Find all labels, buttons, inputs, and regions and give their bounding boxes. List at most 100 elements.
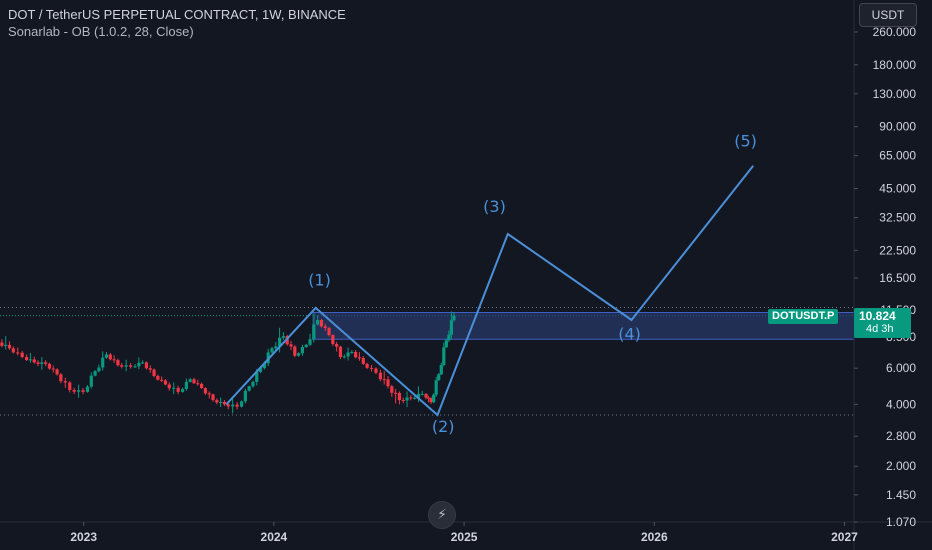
y-tick-label: 2.000 bbox=[886, 459, 916, 473]
candle-body bbox=[319, 319, 324, 327]
candle-body bbox=[323, 326, 327, 329]
candle-body bbox=[124, 365, 128, 367]
y-tick-label: 130.000 bbox=[873, 87, 917, 101]
candle-body bbox=[255, 371, 259, 382]
y-tick-label: 6.000 bbox=[886, 361, 916, 375]
candle-body bbox=[331, 335, 335, 345]
candle-body bbox=[77, 390, 81, 392]
y-tick-label: 45.000 bbox=[879, 181, 916, 195]
candle-body bbox=[316, 319, 320, 325]
candle-body bbox=[300, 347, 305, 354]
candle-body bbox=[327, 328, 331, 336]
candle-body bbox=[93, 371, 97, 376]
candle-body bbox=[59, 374, 63, 382]
candle-body bbox=[104, 354, 109, 358]
candle-body bbox=[172, 387, 176, 389]
candle-body bbox=[180, 388, 185, 392]
candle-body bbox=[304, 344, 308, 348]
x-tick-label: 2023 bbox=[70, 530, 97, 544]
candle-body bbox=[32, 359, 36, 363]
candle-body bbox=[207, 393, 211, 395]
candle-body bbox=[382, 379, 386, 381]
candle-body bbox=[424, 393, 428, 398]
candle-body bbox=[452, 315, 456, 321]
candle-body bbox=[203, 388, 208, 394]
order-block-zone bbox=[311, 312, 855, 340]
candle-body bbox=[444, 340, 448, 348]
candle-body bbox=[289, 344, 293, 347]
candle-body bbox=[401, 400, 405, 402]
elliott-wave-layer: (1) (2) (3) (4) (5) bbox=[225, 132, 757, 436]
candle-body bbox=[394, 392, 398, 394]
y-tick-label: 180.000 bbox=[873, 58, 917, 72]
candle-body bbox=[416, 393, 421, 398]
candle-body bbox=[163, 380, 168, 385]
x-tick-label: 2025 bbox=[451, 530, 478, 544]
candle-body bbox=[361, 358, 365, 364]
candle-body bbox=[25, 357, 29, 360]
candle-body bbox=[160, 379, 164, 381]
chart-header: DOT / TetherUS PERPETUAL CONTRACT, 1W, B… bbox=[8, 6, 346, 40]
candle-body bbox=[0, 342, 4, 346]
candle-body bbox=[447, 334, 451, 341]
candle-body bbox=[176, 387, 180, 392]
last-price-value: 10.824 bbox=[859, 309, 896, 323]
candle-body bbox=[247, 386, 251, 391]
candle-body bbox=[312, 324, 316, 340]
candle-body bbox=[196, 383, 200, 385]
candle-body bbox=[277, 337, 282, 347]
y-tick-label: 1.450 bbox=[886, 488, 916, 502]
candle-body bbox=[432, 394, 436, 403]
candle-body bbox=[55, 369, 59, 375]
candle-body bbox=[297, 353, 301, 356]
candle-body bbox=[374, 368, 378, 373]
indicator-legend[interactable]: Sonarlab - OB (1.0.2, 28, Close) bbox=[8, 24, 194, 39]
candle-body bbox=[7, 344, 12, 349]
candle-body bbox=[137, 362, 141, 367]
candle-body bbox=[28, 359, 33, 361]
candle-body bbox=[258, 368, 263, 372]
lightning-bolt-icon[interactable]: ⚡ bbox=[428, 501, 456, 529]
elliott-wave-path bbox=[225, 165, 754, 417]
candle-body bbox=[390, 386, 394, 393]
candle-body bbox=[369, 367, 374, 369]
candles-layer bbox=[0, 311, 456, 414]
candle-body bbox=[68, 382, 72, 390]
candle-body bbox=[167, 384, 171, 389]
candle-body bbox=[281, 336, 285, 338]
candle-body bbox=[11, 348, 15, 353]
x-tick-label: 2027 bbox=[831, 530, 858, 544]
bar-countdown: 4d 3h bbox=[866, 323, 894, 335]
candle-body bbox=[129, 365, 133, 367]
y-tick-label: 4.000 bbox=[886, 397, 916, 411]
candle-body bbox=[308, 339, 312, 345]
candle-body bbox=[101, 357, 105, 368]
candle-body bbox=[188, 379, 192, 382]
candle-body bbox=[89, 375, 93, 387]
candle-body bbox=[365, 363, 369, 368]
candle-body bbox=[192, 379, 196, 384]
candle-body bbox=[231, 404, 235, 407]
candle-body bbox=[222, 401, 227, 405]
wave-label: (4) bbox=[618, 324, 641, 343]
candle-body bbox=[120, 365, 124, 367]
candle-body bbox=[81, 390, 85, 392]
candle-body bbox=[413, 397, 417, 399]
symbol-title[interactable]: DOT / TetherUS PERPETUAL CONTRACT, 1W, B… bbox=[8, 7, 346, 22]
candle-body bbox=[251, 381, 255, 387]
candle-body bbox=[40, 362, 44, 364]
candle-body bbox=[108, 354, 112, 360]
candle-body bbox=[4, 344, 8, 346]
x-tick-label: 2026 bbox=[641, 530, 668, 544]
candle-body bbox=[148, 368, 152, 370]
y-tick-label: 2.800 bbox=[886, 429, 916, 443]
candle-body bbox=[211, 394, 215, 401]
candle-body bbox=[378, 372, 383, 380]
currency-button[interactable]: USDT bbox=[859, 3, 917, 27]
candle-body bbox=[116, 360, 120, 366]
candle-body bbox=[434, 380, 438, 395]
candle-body bbox=[285, 336, 289, 345]
candle-body bbox=[72, 389, 76, 392]
